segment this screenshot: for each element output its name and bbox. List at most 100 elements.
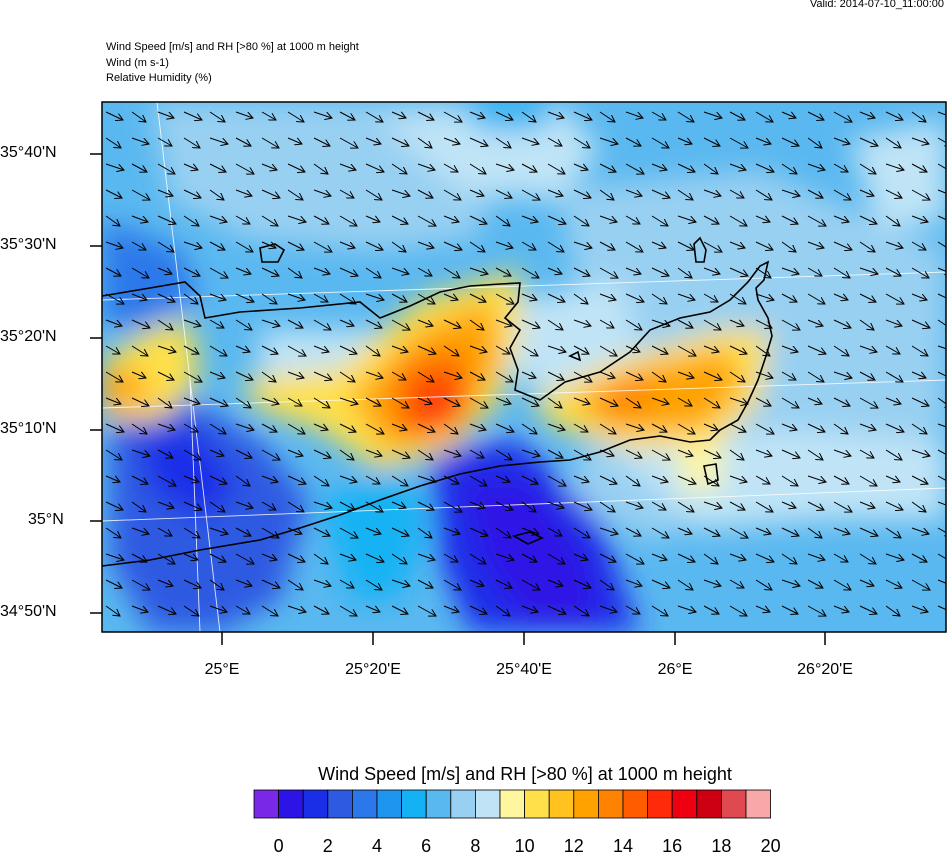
wind-arrow xyxy=(313,397,330,408)
wind-arrow xyxy=(859,475,877,486)
wind-arrow xyxy=(287,163,305,172)
wind-arrow xyxy=(859,371,875,380)
lat-ticks xyxy=(90,153,102,614)
wind-arrow xyxy=(521,579,540,590)
wind-arrow xyxy=(157,579,173,586)
wind-arrow xyxy=(469,553,486,564)
wind-arrow xyxy=(131,163,147,172)
wind-arrow xyxy=(261,449,280,460)
wind-arrow xyxy=(417,579,433,588)
wind-arrow xyxy=(833,449,851,456)
wind-arrow xyxy=(183,267,200,276)
wind-arrow xyxy=(755,475,770,484)
wind-arrow xyxy=(677,137,692,144)
wind-arrow xyxy=(235,319,252,330)
wind-arrow xyxy=(885,371,903,382)
wind-arrow xyxy=(183,527,200,538)
wind-arrow xyxy=(469,163,486,174)
wind-arrow xyxy=(781,189,800,196)
wind-arrow xyxy=(755,527,771,534)
wind-arrow xyxy=(443,241,462,250)
wind-arrow xyxy=(547,241,564,252)
wind-arrow xyxy=(287,527,302,534)
wind-arrow xyxy=(625,553,644,564)
wind-arrow xyxy=(313,215,329,224)
wind-arrow xyxy=(235,449,252,458)
wind-arrow xyxy=(885,215,900,226)
wind-arrow xyxy=(937,501,946,506)
wind-arrow xyxy=(183,319,201,326)
wind-arrow xyxy=(469,345,487,352)
wind-arrow xyxy=(157,345,176,352)
wind-arrow xyxy=(105,397,121,404)
wind-arrow xyxy=(911,163,927,172)
wind-arrow xyxy=(105,267,121,276)
wind-arrow xyxy=(469,605,487,614)
wind-arrow xyxy=(105,111,123,120)
wind-arrow xyxy=(703,111,722,118)
wind-arrow xyxy=(235,475,250,486)
colorbar-tick-label: 14 xyxy=(612,836,634,856)
wind-arrow xyxy=(755,501,773,512)
wind-arrow xyxy=(261,267,279,276)
wind-arrow xyxy=(495,423,514,432)
wind-arrow xyxy=(573,241,592,248)
wind-arrow xyxy=(599,215,617,222)
wind-arrow xyxy=(573,293,588,304)
wind-arrow xyxy=(703,501,722,508)
wind-arrow xyxy=(209,319,224,328)
wind-arrow xyxy=(235,579,252,586)
wind-arrow xyxy=(521,449,540,456)
wind-arrow xyxy=(599,449,614,456)
wind-arrow xyxy=(417,267,432,276)
wind-arrow xyxy=(729,163,746,170)
wind-arrow xyxy=(859,189,874,196)
wind-arrow xyxy=(469,215,487,224)
wind-unit-line: Wind (m s-1) xyxy=(106,57,169,69)
wind-arrow xyxy=(339,579,354,588)
wind-arrow xyxy=(859,423,876,430)
wind-arrow xyxy=(339,111,355,120)
wind-arrow xyxy=(807,137,822,148)
wind-arrow xyxy=(781,579,800,586)
wind-arrow xyxy=(495,579,512,588)
wind-arrow xyxy=(443,579,461,590)
wind-arrow xyxy=(495,267,511,276)
wind-arrow xyxy=(729,293,746,304)
wind-arrow xyxy=(911,371,926,378)
wind-arrow xyxy=(131,215,148,222)
wind-arrow xyxy=(833,501,852,512)
wind-arrow xyxy=(833,319,851,328)
wind-arrow xyxy=(391,553,407,564)
wind-arrow xyxy=(417,189,433,198)
wind-arrow xyxy=(365,241,383,250)
wind-arrow xyxy=(157,163,175,174)
wind-arrow xyxy=(209,293,226,300)
wind-arrow xyxy=(209,345,227,356)
wind-arrow xyxy=(547,371,564,380)
wind-arrow xyxy=(313,241,332,252)
wind-arrow xyxy=(339,163,356,170)
wind-arrow xyxy=(651,371,666,382)
wind-arrow xyxy=(625,397,641,408)
wind-arrow xyxy=(781,345,798,352)
wind-arrow xyxy=(235,137,251,146)
wind-arrow xyxy=(833,553,848,562)
wind-arrow xyxy=(781,267,799,274)
wind-arrow xyxy=(287,475,306,484)
wind-arrow xyxy=(157,605,176,614)
wind-arrow xyxy=(937,137,946,146)
wind-arrow xyxy=(859,267,878,274)
wind-arrow xyxy=(391,267,409,274)
wind-arrow xyxy=(599,553,616,562)
wind-arrow xyxy=(677,371,694,378)
wind-arrow xyxy=(703,605,719,614)
wind-arrow xyxy=(859,397,878,408)
wind-arrow xyxy=(755,267,771,278)
wind-arrow xyxy=(911,215,928,222)
wind-arrow xyxy=(105,189,122,198)
wind-arrow xyxy=(833,267,850,278)
wind-arrow xyxy=(625,345,640,352)
wind-arrow xyxy=(183,111,202,120)
wind-arrow xyxy=(625,215,640,224)
